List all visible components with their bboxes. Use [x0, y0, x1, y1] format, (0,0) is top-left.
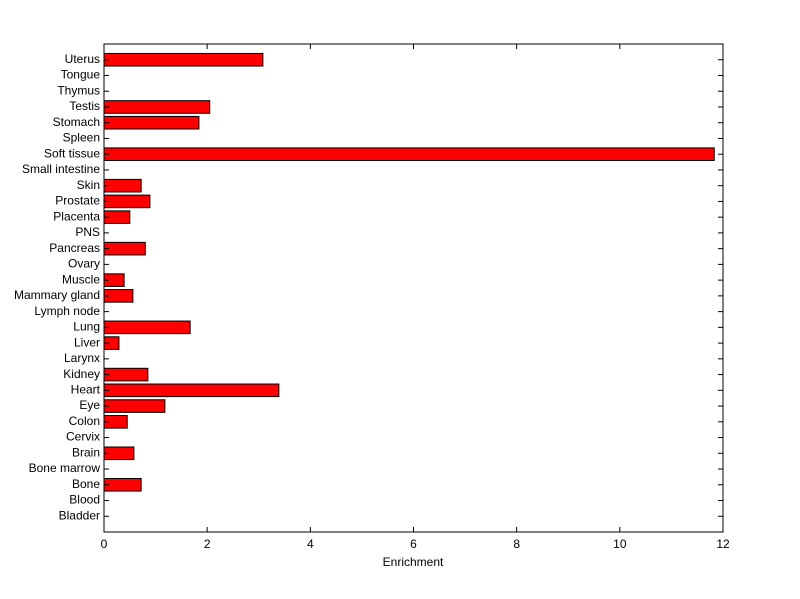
y-tick-label: Brain	[72, 445, 100, 459]
x-tick-label: 0	[101, 537, 108, 551]
y-tick-label: Kidney	[63, 367, 100, 381]
bar	[103, 399, 166, 413]
y-tick-label: Stomach	[53, 115, 100, 129]
bar	[103, 477, 142, 492]
y-tick-label: Lymph node	[34, 304, 100, 318]
x-tick-label: 2	[204, 537, 211, 551]
bar	[103, 194, 151, 209]
x-tick-label: 4	[307, 537, 314, 551]
y-tick-label: Colon	[69, 414, 100, 428]
y-tick-label: Small intestine	[22, 162, 100, 176]
bar	[103, 383, 280, 398]
y-tick-label: Placenta	[53, 209, 100, 223]
y-tick-label: Uterus	[65, 52, 100, 66]
y-tick-label: Skin	[77, 178, 100, 192]
y-tick-label: Lung	[73, 320, 100, 334]
bar	[103, 52, 264, 67]
y-tick-label: Tongue	[61, 68, 101, 82]
y-tick-label: Bladder	[59, 508, 100, 522]
bar	[103, 147, 715, 161]
x-tick-label: 12	[716, 537, 730, 551]
bar	[103, 100, 211, 114]
y-tick-label: Eye	[79, 398, 100, 412]
y-tick-label: Pancreas	[49, 241, 100, 255]
plot-frame	[103, 43, 724, 533]
y-tick-label: Blood	[69, 493, 100, 507]
bar	[103, 178, 142, 193]
bar	[103, 320, 191, 335]
bar	[103, 241, 146, 256]
y-tick-label: PNS	[75, 225, 100, 239]
y-tick-label: Testis	[69, 99, 100, 113]
y-tick-label: Soft tissue	[44, 146, 100, 160]
x-tick-label: 6	[410, 537, 417, 551]
y-tick-label: Spleen	[63, 131, 100, 145]
x-tick-label: 8	[513, 537, 520, 551]
y-tick-label: Bone	[72, 477, 100, 491]
y-tick-label: Thymus	[57, 83, 100, 97]
y-tick-label: Prostate	[55, 194, 100, 208]
x-tick-label: 10	[613, 537, 627, 551]
y-tick-label: Mammary gland	[14, 288, 100, 302]
bar	[103, 367, 149, 382]
bar	[103, 115, 200, 130]
y-tick-label: Muscle	[62, 272, 100, 286]
y-tick-label: Ovary	[68, 257, 100, 271]
x-axis-label: Enrichment	[383, 555, 444, 569]
y-tick-label: Larynx	[64, 351, 100, 365]
y-tick-label: Heart	[71, 382, 101, 396]
y-tick-label: Bone marrow	[29, 461, 101, 475]
y-tick-label: Cervix	[66, 430, 100, 444]
y-tick-label: Liver	[74, 335, 100, 349]
